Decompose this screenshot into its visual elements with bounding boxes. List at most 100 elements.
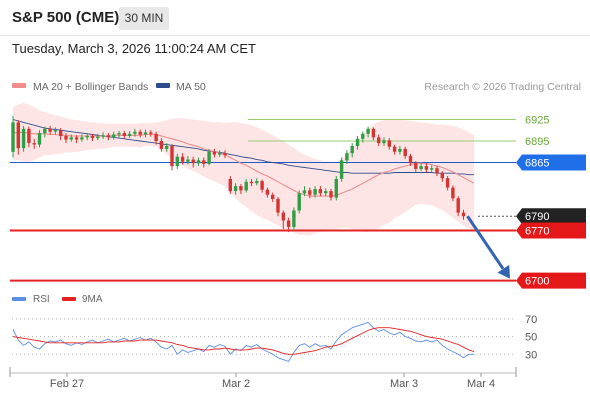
candle <box>180 153 185 165</box>
level-label-6925: 6925 <box>525 114 549 126</box>
candle-body <box>207 151 211 164</box>
forecast-arrow <box>466 215 510 279</box>
candle-body <box>53 130 58 132</box>
candle-body <box>117 133 121 135</box>
candle-body <box>276 199 280 213</box>
candle-body <box>424 166 429 170</box>
candle-body <box>196 160 201 164</box>
candle-body <box>419 166 423 169</box>
candle <box>329 188 333 201</box>
candle-body <box>313 189 317 195</box>
candle <box>191 156 195 168</box>
candle <box>202 157 206 168</box>
candle <box>414 161 418 172</box>
candle-body <box>101 135 105 137</box>
candle-body <box>355 138 360 146</box>
candle-body <box>281 212 285 221</box>
candle <box>117 130 121 138</box>
candle-body <box>202 160 206 164</box>
candle <box>260 179 264 193</box>
candle <box>382 137 386 146</box>
candle-body <box>387 140 391 147</box>
candle-body <box>133 131 137 134</box>
candle <box>80 134 84 142</box>
candle <box>106 133 111 141</box>
candle-body <box>154 133 158 141</box>
level-tag-6770 <box>516 222 586 239</box>
candle-body <box>32 143 36 145</box>
candle-body <box>308 190 312 195</box>
report-datetime: Tuesday, March 3, 2026 11:00:24 AM CET <box>12 41 256 56</box>
candle-body <box>90 136 95 139</box>
candle <box>196 157 201 167</box>
candle-body <box>265 189 270 195</box>
candle <box>424 163 429 173</box>
candle <box>64 133 68 144</box>
level-price-labels: 6925 6895 6865 6790 6770 6700 <box>516 114 586 289</box>
candle <box>48 125 52 135</box>
candle-body <box>451 187 455 199</box>
candle <box>271 192 275 202</box>
rsi-legend-swatch <box>12 297 26 301</box>
candle-body <box>403 148 407 157</box>
candle-body <box>170 146 174 167</box>
candle-body <box>218 153 222 155</box>
candle-body <box>461 212 466 217</box>
candle-body <box>149 132 153 134</box>
candle-body <box>414 163 418 169</box>
candle-body <box>21 128 26 149</box>
candle-body <box>249 181 254 184</box>
candle <box>392 144 397 155</box>
candle-body <box>255 181 259 184</box>
candle <box>339 157 344 182</box>
chart-legend: MA 20 + Bollinger Bands MA 50 Research ©… <box>12 81 581 93</box>
candle <box>440 171 444 182</box>
candle <box>276 196 280 217</box>
candle <box>143 129 148 138</box>
copyright-note: Research © 2026 Trading Central <box>424 81 581 93</box>
candle-body <box>382 140 386 144</box>
candle <box>239 183 243 194</box>
candle-body <box>430 168 434 170</box>
candle-body <box>159 141 164 149</box>
candle-body <box>16 122 20 149</box>
candle <box>371 127 376 141</box>
candle <box>43 126 47 138</box>
candle <box>451 185 455 202</box>
candle <box>318 186 323 197</box>
candle <box>122 130 126 139</box>
candle-body <box>297 193 301 211</box>
candle-body <box>85 136 89 138</box>
candle <box>355 135 360 150</box>
candle <box>419 163 423 172</box>
time-tick-label: Feb 27 <box>50 378 84 390</box>
candle <box>16 120 20 155</box>
rsi-tick-label: 30 <box>525 349 537 361</box>
candle <box>361 131 365 143</box>
forecast-arrow-shaft <box>466 215 505 270</box>
level-tag-6790 <box>516 208 586 225</box>
candle-body <box>127 133 132 136</box>
candle <box>334 176 338 201</box>
candle-body <box>445 178 450 188</box>
candle-body <box>239 186 243 191</box>
ma50-line <box>12 119 475 176</box>
candle <box>154 131 158 145</box>
candle <box>133 128 137 137</box>
level-label-6790: 6790 <box>525 211 549 223</box>
timeframe-badge[interactable]: 30 MIN <box>119 7 169 30</box>
candle-body <box>138 131 142 135</box>
candle <box>96 133 100 141</box>
level-tag-6865 <box>516 154 586 171</box>
level-label-6700: 6700 <box>525 276 549 288</box>
candle-body <box>64 136 68 140</box>
ma9-legend-swatch <box>62 297 76 301</box>
ma9-legend-label: 9MA <box>82 294 103 305</box>
ma50-legend-label: MA 50 <box>176 81 206 93</box>
candle <box>127 130 132 139</box>
candle-body <box>292 210 296 227</box>
candle-body <box>191 159 195 164</box>
candle-body <box>377 137 381 144</box>
candle-body <box>11 122 15 152</box>
